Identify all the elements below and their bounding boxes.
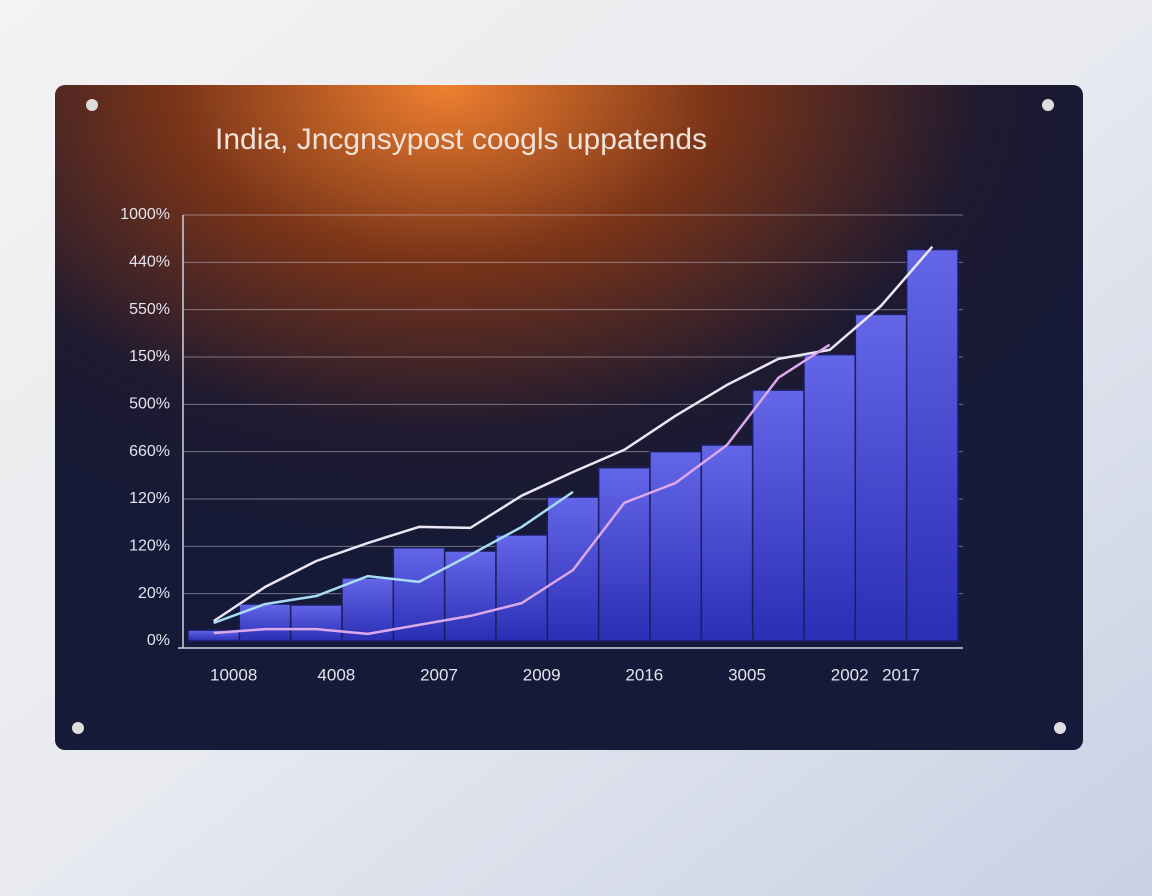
y-tick-label: 550%: [129, 301, 170, 318]
x-tick-label: 2016: [625, 665, 663, 684]
bar: [597, 467, 651, 642]
y-tick-label: 150%: [129, 348, 170, 365]
screw: [86, 99, 98, 111]
y-tick-label: 500%: [129, 396, 170, 413]
line-series: [213, 490, 574, 625]
bar: [751, 389, 805, 642]
line-series: [212, 245, 934, 623]
bar: [392, 547, 446, 642]
y-tick-label: 120%: [129, 538, 170, 555]
y-tick-label: 1000%: [120, 206, 170, 223]
bar: [495, 534, 549, 642]
x-tick-label: 2007: [420, 665, 458, 684]
bar: [854, 313, 908, 642]
line-series: [213, 343, 831, 636]
screw: [1042, 99, 1054, 111]
chart-title: India, Jncgnsypost coogls uppatends: [215, 123, 707, 156]
bar: [905, 248, 959, 642]
x-tick-label: 3005: [728, 665, 766, 684]
y-tick-label: 660%: [129, 443, 170, 460]
bar: [700, 444, 754, 642]
bar: [649, 450, 703, 642]
x-tick-label: 2017: [882, 665, 920, 684]
screw: [72, 722, 84, 734]
y-tick-label: 120%: [129, 490, 170, 507]
bar: [803, 353, 857, 642]
bar: [289, 604, 343, 642]
screw: [1054, 722, 1066, 734]
y-tick-label: 440%: [129, 254, 170, 271]
y-tick-label: 20%: [138, 585, 170, 602]
x-tick-label: 4008: [317, 665, 355, 684]
bar: [443, 550, 497, 642]
x-tick-label: 2002: [831, 665, 869, 684]
y-tick-label: 0%: [147, 632, 170, 649]
x-tick-label: 2009: [523, 665, 561, 684]
x-tick-label: 10008: [210, 665, 257, 684]
